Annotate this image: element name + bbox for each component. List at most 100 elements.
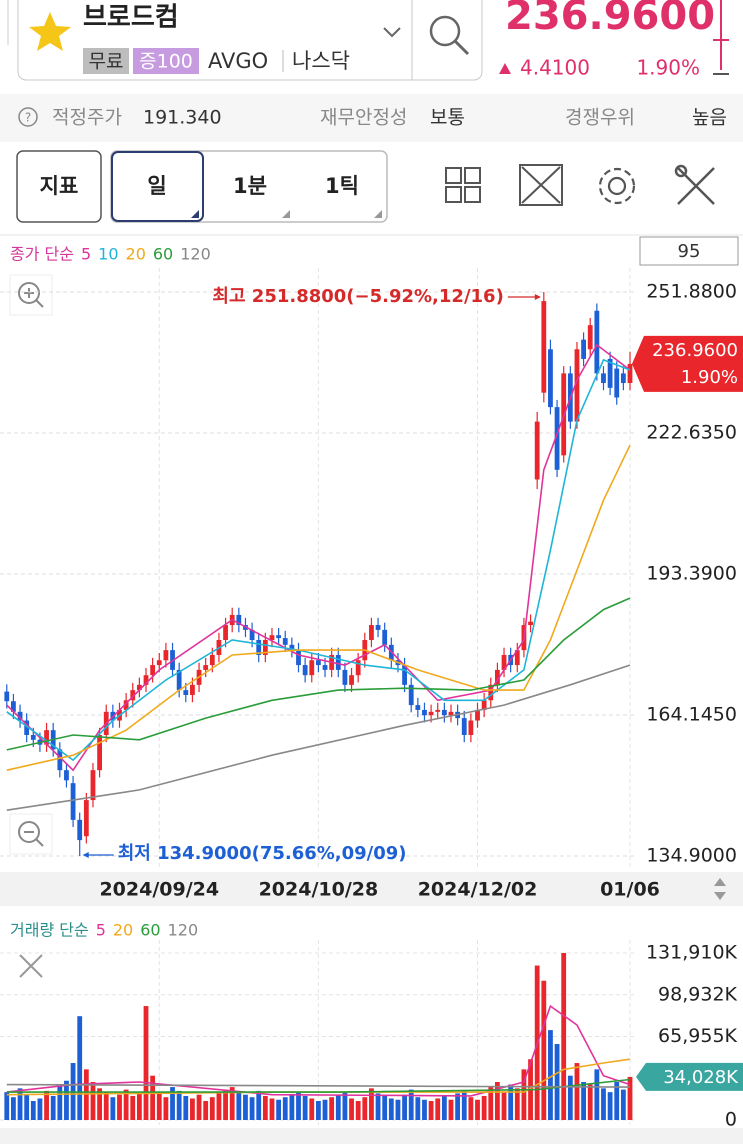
candle-body	[369, 625, 374, 641]
button-label[interactable]: 1틱	[325, 174, 359, 198]
candle-body	[190, 684, 195, 695]
info-label: 경쟁우위	[565, 107, 635, 129]
zoom-in	[35, 299, 44, 308]
candle-body	[136, 684, 142, 691]
price-change: 4.4100	[520, 56, 590, 80]
candle-body	[249, 629, 255, 641]
candle-body	[223, 625, 228, 641]
candle-body	[296, 650, 301, 666]
candle-body	[594, 310, 600, 374]
candle-body	[468, 720, 474, 735]
current-price: 236.9600	[505, 0, 715, 39]
info-value: 높음	[692, 107, 727, 129]
candle-body	[548, 349, 553, 408]
zoom-out[interactable]	[9, 813, 53, 855]
scroll-arrows[interactable]	[714, 892, 726, 900]
volume-bar	[607, 1092, 613, 1120]
search-icon[interactable]	[453, 39, 470, 56]
candle-body	[349, 675, 354, 685]
volume-bar	[388, 1098, 394, 1120]
price-tag-change: 1.90%	[681, 367, 738, 388]
volume-bar	[150, 1075, 156, 1120]
zoom-out	[18, 821, 40, 843]
volume-bar	[322, 1099, 328, 1120]
tools-icon[interactable]	[674, 164, 715, 205]
button-label[interactable]: 1분	[233, 174, 267, 198]
volume-bar	[249, 1097, 255, 1120]
candle-body	[534, 421, 540, 480]
volume-bar	[209, 1097, 215, 1120]
legend-item: 60	[140, 921, 160, 940]
candle-body	[276, 635, 282, 639]
dropdown-chevron[interactable]	[383, 27, 401, 38]
date-axis-bg	[0, 872, 743, 906]
volume-bar	[349, 1098, 354, 1120]
volume-bar	[428, 1101, 434, 1120]
volume-bar	[296, 1092, 301, 1120]
candle-body	[554, 407, 560, 470]
moving-average	[6, 664, 631, 811]
help-icon[interactable]	[18, 107, 38, 127]
info-value: 191.340	[143, 107, 222, 129]
moving-average	[6, 343, 631, 772]
search-icon[interactable]	[429, 15, 461, 47]
candle-body	[289, 644, 295, 651]
volume-bar	[37, 1098, 43, 1120]
volume-bar	[17, 1088, 23, 1120]
candle-body	[282, 638, 288, 645]
candle-body	[408, 684, 414, 706]
candle-body	[57, 749, 63, 771]
settings-icon[interactable]	[598, 167, 636, 205]
volume-bar	[375, 1093, 381, 1120]
volume-tag-value: 34,028K	[663, 1067, 739, 1088]
tag: 증100	[139, 51, 193, 73]
volume-bar	[408, 1089, 414, 1120]
candle-body	[587, 325, 593, 350]
x-tick-label: 01/06	[600, 879, 660, 901]
candle-body	[355, 660, 361, 676]
close-volume[interactable]	[19, 954, 43, 978]
corner-mark	[191, 210, 199, 218]
volume-bar	[587, 1084, 593, 1120]
favorite-star[interactable]	[29, 12, 71, 51]
candle-body	[183, 690, 189, 695]
candle-body	[315, 660, 321, 666]
volume-bar	[11, 1097, 16, 1120]
ticker: AVGO	[208, 49, 268, 73]
volume-bar	[594, 1069, 600, 1120]
legend-title: 종가 단순	[10, 245, 74, 264]
candle-body	[488, 684, 494, 701]
legend-title: 거래량 단순	[10, 921, 89, 940]
fullscreen-icon[interactable]	[519, 164, 563, 206]
volume-bar	[256, 1090, 262, 1120]
volume-bar	[302, 1095, 308, 1120]
legend-item: 120	[168, 921, 199, 940]
volume-bar	[461, 1090, 467, 1120]
candle-body	[620, 373, 626, 384]
candle-body	[143, 675, 149, 685]
moving-average	[6, 1078, 631, 1093]
volume-bar	[190, 1098, 195, 1120]
layout-icon[interactable]	[445, 167, 481, 203]
info-label: 재무안정성	[320, 107, 407, 129]
volume-bar	[561, 953, 567, 1120]
volume-bar	[183, 1095, 189, 1120]
bottom-bar	[0, 1128, 743, 1144]
period-button-selected[interactable]	[111, 151, 204, 222]
volume-bar	[203, 1101, 209, 1120]
tag-bg	[133, 48, 199, 74]
y-tick-label: 164.1450	[646, 704, 737, 726]
y-tick-label: 131,910K	[646, 942, 738, 964]
scroll-arrows[interactable]	[714, 878, 726, 886]
candle-body	[422, 709, 427, 716]
annotation-arrow	[82, 852, 89, 858]
indicator-button[interactable]	[16, 150, 102, 223]
volume-bar	[57, 1084, 63, 1120]
volume-bar	[216, 1093, 222, 1120]
x-tick-label: 2024/09/24	[99, 879, 219, 901]
volume-bar	[395, 1099, 401, 1120]
volume-bar	[117, 1094, 122, 1120]
zoom-in[interactable]	[9, 274, 53, 316]
candle-body	[435, 709, 441, 712]
